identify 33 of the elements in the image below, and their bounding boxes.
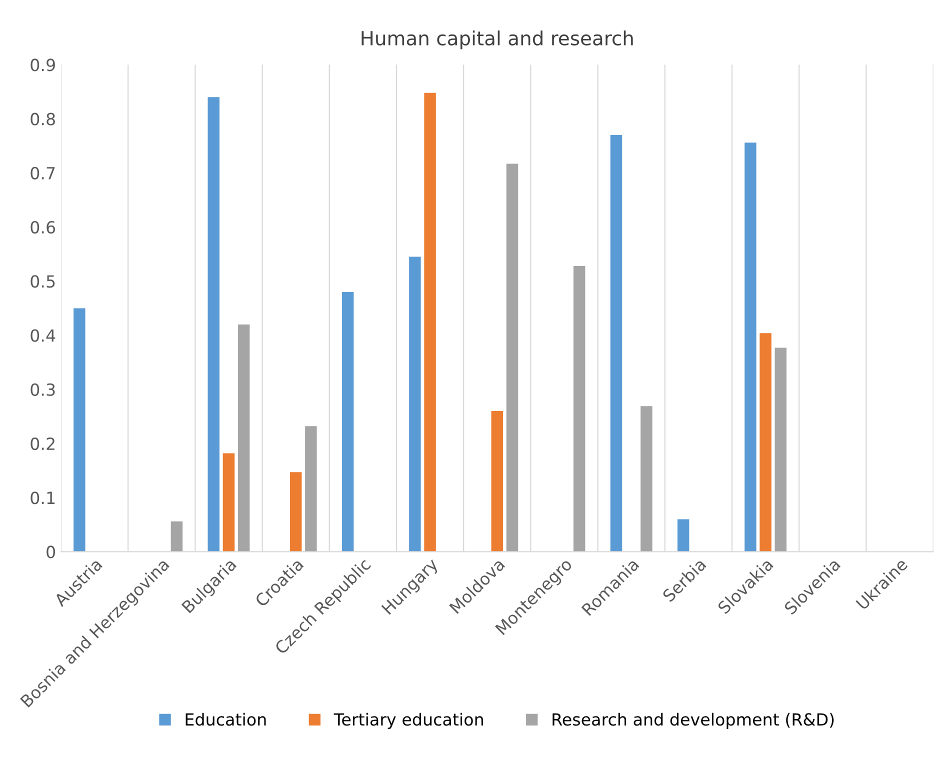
y-tick-label: 0.4 [30, 329, 56, 342]
chart-title: Human capital and research [362, 30, 633, 50]
y-tick-label: 0.5 [30, 275, 55, 288]
bar [238, 324, 250, 552]
y-tick-label: 0.2 [30, 437, 54, 450]
bar [640, 406, 652, 552]
bar [170, 521, 183, 552]
y-tick-label: 0.3 [30, 383, 55, 396]
bar [774, 348, 787, 552]
bar [760, 333, 772, 552]
legend-label: Education [186, 712, 266, 726]
bar [409, 256, 421, 552]
bar [677, 519, 690, 552]
y-tick-label: 0.7 [30, 166, 55, 180]
bar [74, 308, 86, 552]
bar [610, 135, 622, 552]
bar [305, 426, 317, 552]
y-tick-label: 0.9 [30, 58, 55, 72]
bar [573, 266, 586, 552]
y-tick-label: 0.6 [30, 220, 56, 234]
legend-label: Tertiary education [334, 712, 483, 729]
y-tick-label: 0.8 [30, 112, 55, 126]
bar [491, 411, 504, 552]
bar [208, 97, 220, 552]
bar [222, 453, 235, 552]
bar [424, 92, 436, 552]
bar [744, 142, 756, 552]
bar [342, 292, 354, 552]
bar [506, 164, 518, 552]
bar [290, 472, 302, 552]
legend-label: Research and development (R&D) [552, 712, 834, 729]
y-tick-label: 0 [46, 546, 55, 558]
y-tick-label: 0.1 [30, 492, 55, 504]
